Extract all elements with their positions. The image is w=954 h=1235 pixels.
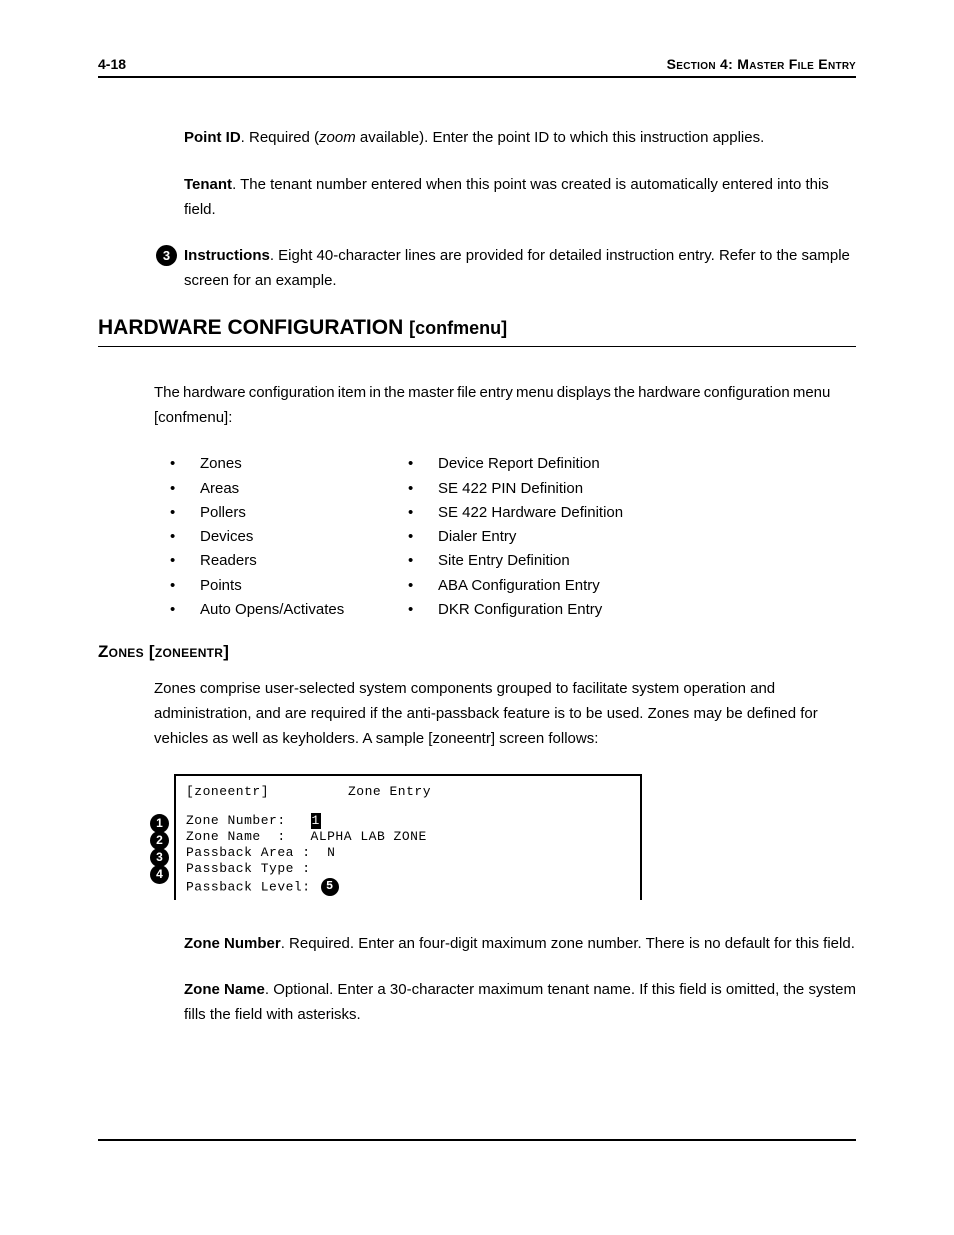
terminal-screenshot: 1 2 3 4 [zoneentr] Zone Entry Zone Numbe… [174,774,856,900]
terminal-title: Zone Entry [348,784,431,799]
zone-number-paragraph: Zone Number. Required. Enter an four-dig… [184,932,856,957]
menu-item: Points [170,574,368,598]
zone-number-label: Zone Number [184,935,281,952]
menu-item: DKR Configuration Entry [408,598,623,622]
point-id-text-1: . Required ( [241,129,319,146]
menu-item: SE 422 Hardware Definition [408,501,623,525]
section-label: Section 4: Master File Entry [667,56,856,72]
menu-item: ABA Configuration Entry [408,574,623,598]
point-id-text-2: available). Enter the point ID to which … [356,129,765,146]
zone-number-text: . Required. Enter an four-digit maximum … [281,935,855,952]
heading-rule [98,346,856,347]
menu-items-columns: Zones Areas Pollers Devices Readers Poin… [170,452,856,622]
page-header: 4-18 Section 4: Master File Entry [98,56,856,72]
tenant-paragraph: Tenant. The tenant number entered when t… [184,173,856,223]
menu-item: Dialer Entry [408,525,623,549]
menu-item: Auto Opens/Activates [170,598,368,622]
instructions-text: . Eight 40-character lines are provided … [184,247,850,289]
menu-item: Site Entry Definition [408,549,623,573]
tenant-label: Tenant [184,176,232,193]
menu-item: Pollers [170,501,368,525]
body-content: Point ID. Required (zoom available). Ent… [184,126,856,294]
instructions-label: Instructions [184,247,270,264]
menu-item: Readers [170,549,368,573]
point-id-label: Point ID [184,129,241,146]
bottom-rule [98,1139,856,1141]
instructions-callout: 3 Instructions. Eight 40-character lines… [184,244,856,294]
terminal-tag: [zoneentr] [186,784,348,799]
term-badge-2: 2 [150,831,169,850]
tenant-text: . The tenant number entered when this po… [184,176,829,218]
term-badge-3: 3 [150,848,169,867]
zones-subheading: Zones [zoneentr] [98,642,856,662]
menu-item: Areas [170,477,368,501]
term-badge-4: 4 [150,865,169,884]
zones-intro: Zones comprise user-selected system comp… [154,677,856,751]
hardware-config-heading: HARDWARE CONFIGURATION [confmenu] [98,316,856,340]
terminal-title-row: [zoneentr] Zone Entry [186,784,630,799]
hardware-intro: The hardware configuration item in the m… [154,381,856,431]
term-badge-5: 5 [321,878,339,896]
callout-badge-3: 3 [156,245,177,266]
term-row-3: Passback Area : N [186,845,630,861]
zone-name-paragraph: Zone Name. Optional. Enter a 30-characte… [184,978,856,1028]
menu-col-left: Zones Areas Pollers Devices Readers Poin… [170,452,368,622]
page-number: 4-18 [98,56,126,72]
zone-name-text: . Optional. Enter a 30-character maximum… [184,981,856,1023]
zone-field-descriptions: Zone Number. Required. Enter an four-dig… [184,932,856,1028]
term-row-2: Zone Name : ALPHA LAB ZONE [186,829,630,845]
term-row-1: Zone Number: 1 [186,813,630,829]
menu-col-right: Device Report Definition SE 422 PIN Defi… [408,452,623,622]
zone-name-label: Zone Name [184,981,265,998]
instructions-paragraph: Instructions. Eight 40-character lines a… [184,244,856,294]
hardware-body: The hardware configuration item in the m… [154,381,856,623]
document-page: 4-18 Section 4: Master File Entry Point … [0,0,954,1235]
term-badge-1: 1 [150,814,169,833]
point-id-zoom: zoom [319,129,356,146]
term-row-5: Passback Level: 5 [186,878,630,896]
top-rule [98,76,856,78]
point-id-paragraph: Point ID. Required (zoom available). Ent… [184,126,856,151]
menu-item: Device Report Definition [408,452,623,476]
term-row-4: Passback Type : [186,861,630,877]
term-cursor: 1 [311,813,321,829]
menu-item: Zones [170,452,368,476]
heading-main: HARDWARE CONFIGURATION [98,316,409,339]
terminal-box: [zoneentr] Zone Entry Zone Number: 1 Zon… [174,774,642,900]
zones-body: Zones comprise user-selected system comp… [154,677,856,1028]
menu-item: SE 422 PIN Definition [408,477,623,501]
menu-item: Devices [170,525,368,549]
heading-sub: [confmenu] [409,318,507,338]
terminal-side-badges: 1 2 3 4 [150,814,169,882]
